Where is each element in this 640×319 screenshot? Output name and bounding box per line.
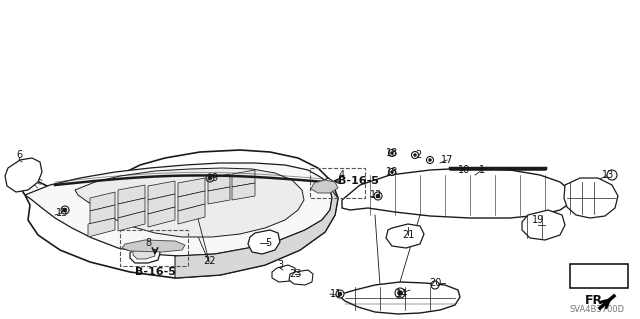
- Text: 11: 11: [330, 289, 342, 299]
- Text: 20: 20: [429, 278, 441, 288]
- Text: 10: 10: [458, 165, 470, 175]
- Polygon shape: [75, 168, 304, 237]
- Polygon shape: [208, 174, 230, 191]
- Circle shape: [431, 281, 439, 289]
- Polygon shape: [178, 178, 205, 197]
- Bar: [570, 264, 628, 288]
- Text: FR.: FR.: [585, 293, 608, 307]
- Circle shape: [395, 288, 405, 298]
- Polygon shape: [118, 185, 145, 204]
- Circle shape: [376, 194, 380, 198]
- Polygon shape: [564, 178, 618, 218]
- Polygon shape: [522, 210, 565, 240]
- Text: 5: 5: [265, 238, 271, 248]
- Circle shape: [390, 170, 394, 174]
- Text: 23: 23: [289, 269, 301, 279]
- Circle shape: [388, 150, 396, 157]
- Text: 8: 8: [145, 238, 151, 248]
- Circle shape: [426, 157, 433, 164]
- Polygon shape: [178, 204, 205, 224]
- Polygon shape: [311, 180, 338, 193]
- Polygon shape: [5, 158, 42, 192]
- Circle shape: [61, 206, 69, 214]
- Polygon shape: [338, 282, 460, 314]
- Circle shape: [338, 292, 342, 296]
- Text: B-16-5: B-16-5: [337, 176, 378, 186]
- Text: 15: 15: [56, 208, 68, 218]
- Polygon shape: [232, 183, 255, 200]
- Polygon shape: [148, 194, 175, 214]
- Text: 12: 12: [370, 190, 382, 200]
- Polygon shape: [175, 188, 338, 278]
- Text: 19: 19: [532, 215, 544, 225]
- Polygon shape: [248, 230, 280, 254]
- Polygon shape: [18, 150, 338, 278]
- Polygon shape: [148, 181, 175, 200]
- Polygon shape: [88, 218, 115, 237]
- Text: 18: 18: [386, 148, 398, 158]
- Circle shape: [374, 192, 382, 200]
- Polygon shape: [90, 205, 115, 224]
- Text: 18: 18: [386, 167, 398, 177]
- Text: 21: 21: [402, 230, 414, 240]
- Polygon shape: [232, 170, 255, 187]
- Text: 17: 17: [441, 155, 453, 165]
- Polygon shape: [25, 163, 332, 256]
- Polygon shape: [342, 168, 572, 218]
- Text: 9: 9: [211, 173, 217, 183]
- Circle shape: [412, 152, 419, 159]
- Circle shape: [413, 153, 417, 157]
- Text: 13: 13: [602, 170, 614, 180]
- Polygon shape: [323, 178, 333, 184]
- Polygon shape: [90, 192, 115, 211]
- Polygon shape: [272, 265, 296, 282]
- Text: 22: 22: [203, 256, 215, 266]
- Polygon shape: [208, 187, 230, 204]
- Polygon shape: [386, 224, 424, 248]
- Polygon shape: [122, 240, 185, 252]
- Circle shape: [429, 159, 431, 161]
- Polygon shape: [289, 270, 313, 285]
- Text: 14: 14: [396, 289, 408, 299]
- Text: B-16-5: B-16-5: [134, 267, 175, 277]
- Circle shape: [390, 152, 394, 154]
- Circle shape: [388, 168, 396, 175]
- Circle shape: [336, 290, 344, 298]
- Polygon shape: [118, 211, 145, 231]
- Text: 2: 2: [415, 150, 421, 160]
- Circle shape: [208, 176, 212, 180]
- Circle shape: [63, 208, 67, 212]
- Text: SVA4B3700D: SVA4B3700D: [570, 306, 625, 315]
- Polygon shape: [133, 249, 155, 259]
- Text: 6: 6: [16, 150, 22, 160]
- Text: 4: 4: [339, 170, 345, 180]
- Text: 3: 3: [277, 260, 283, 270]
- Polygon shape: [178, 191, 205, 211]
- Circle shape: [397, 291, 403, 295]
- Text: 1: 1: [479, 165, 485, 175]
- Polygon shape: [130, 247, 160, 263]
- Circle shape: [607, 170, 617, 180]
- Polygon shape: [148, 207, 175, 227]
- Polygon shape: [118, 198, 145, 218]
